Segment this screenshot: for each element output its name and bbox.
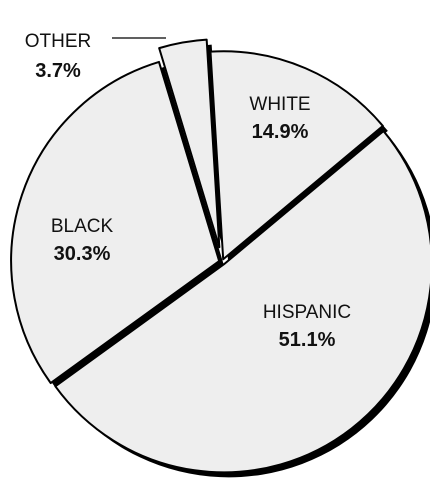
slice-labels: WHITE 14.9% HISPANIC 51.1% BLACK 30.3% O… xyxy=(25,31,351,351)
label-value-hispanic: 51.1% xyxy=(279,329,336,351)
slice-other xyxy=(158,38,221,249)
pie-slices xyxy=(10,38,430,478)
label-value-white: 14.9% xyxy=(252,121,309,143)
label-name-hispanic: HISPANIC xyxy=(263,302,351,323)
label-value-other: 3.7% xyxy=(35,60,81,82)
slice-hispanic xyxy=(54,130,430,474)
label-name-white: WHITE xyxy=(249,94,310,115)
slice-white xyxy=(209,50,384,261)
label-name-black: BLACK xyxy=(51,216,114,237)
slice-black xyxy=(10,60,221,385)
label-value-black: 30.3% xyxy=(54,243,111,265)
label-name-other: OTHER xyxy=(25,31,92,52)
